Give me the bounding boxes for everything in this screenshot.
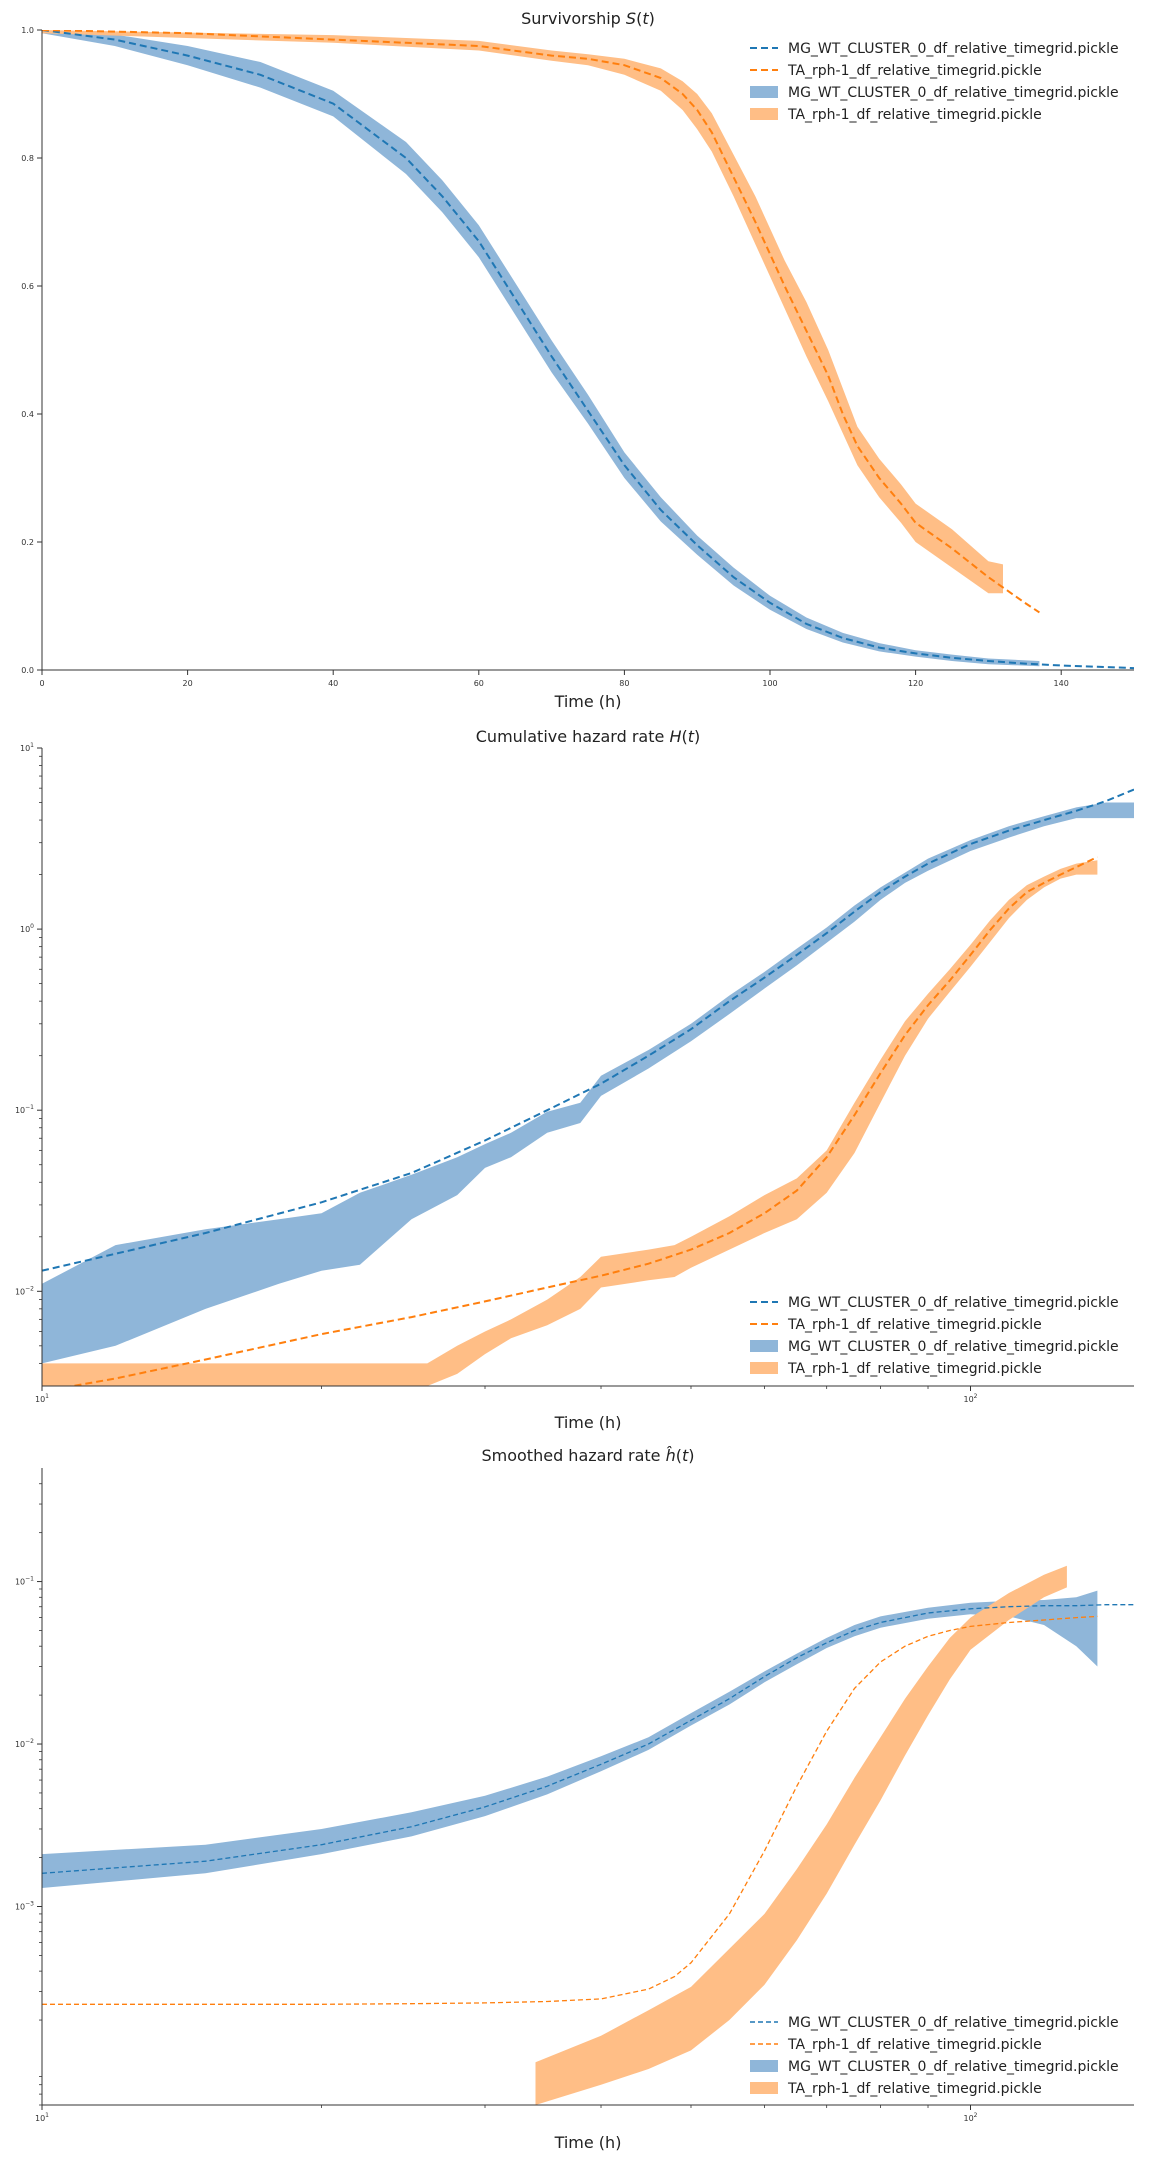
cumulative-hazard-chart: 101 102 10−2 10−1 100 101 Cumulative hazard ra… — [15, 727, 1134, 1432]
legend-label: MG_WT_CLUSTER_0_df_relative_timegrid.pic… — [788, 41, 1119, 57]
x-tick-label: 40 — [328, 679, 338, 688]
y-tick-label: 10−1 — [15, 1576, 34, 1587]
legend-swatch-band — [750, 86, 778, 98]
series-line-blue — [42, 1604, 1134, 1874]
series-line-blue — [42, 788, 1134, 1272]
y-tick-label: 10−1 — [15, 1104, 34, 1115]
legend: MG_WT_CLUSTER_0_df_relative_timegrid.pic… — [750, 1295, 1119, 1377]
series-line-orange — [42, 30, 1040, 614]
legend-label: MG_WT_CLUSTER_0_df_relative_timegrid.pic… — [788, 2015, 1119, 2031]
confidence-band-blue — [42, 802, 1134, 1364]
legend-label: TA_rph-1_df_relative_timegrid.pickle — [787, 1317, 1042, 1333]
chart-title: Survivorship S(t) — [521, 9, 655, 28]
x-tick-label: 102 — [963, 2112, 977, 2123]
series-line-orange — [42, 1615, 1098, 2005]
x-axis-label: Time (h) — [554, 1413, 622, 1432]
survivorship-chart: 0 20 40 60 80 100 120 140 0.0 0.2 0.4 0.6 0.8 1.0 Surv… — [21, 9, 1134, 711]
y-tick-label: 10−3 — [15, 1900, 34, 1911]
y-tick-label: 1.0 — [21, 26, 34, 35]
legend-swatch-band — [750, 1362, 778, 1374]
chart-title: Cumulative hazard rate H(t) — [476, 727, 701, 746]
series-line-orange — [66, 856, 1098, 1386]
x-tick-label: 0 — [39, 679, 44, 688]
y-tick-label: 0.8 — [21, 154, 34, 163]
confidence-band-blue — [42, 1590, 1098, 1888]
y-tick-label: 101 — [20, 742, 34, 753]
plot-area — [42, 788, 1134, 1386]
legend-swatch-band — [750, 1340, 778, 1352]
x-tick-label: 102 — [963, 1393, 977, 1404]
legend-label: TA_rph-1_df_relative_timegrid.pickle — [787, 2081, 1042, 2097]
confidence-band-orange — [535, 1565, 1067, 2105]
x-tick-label: 100 — [762, 679, 777, 688]
legend-label: MG_WT_CLUSTER_0_df_relative_timegrid.pic… — [788, 2059, 1119, 2075]
legend-label: TA_rph-1_df_relative_timegrid.pickle — [787, 107, 1042, 123]
x-tick-label: 101 — [35, 1393, 49, 1404]
y-tick-label: 0.6 — [21, 282, 34, 291]
x-tick-label: 101 — [35, 2112, 49, 2123]
x-tick-label: 20 — [183, 679, 193, 688]
legend-label: MG_WT_CLUSTER_0_df_relative_timegrid.pic… — [788, 1339, 1119, 1355]
legend: MG_WT_CLUSTER_0_df_relative_timegrid.pic… — [750, 2015, 1119, 2097]
legend-label: TA_rph-1_df_relative_timegrid.pickle — [787, 63, 1042, 79]
legend-swatch-band — [750, 2060, 778, 2072]
x-tick-label: 60 — [474, 679, 484, 688]
plot-area — [42, 30, 1134, 670]
confidence-band-blue — [42, 30, 1040, 667]
x-tick-label: 80 — [619, 679, 629, 688]
legend-label: MG_WT_CLUSTER_0_df_relative_timegrid.pic… — [788, 85, 1119, 101]
y-tick-label: 0.2 — [21, 538, 34, 547]
legend-swatch-band — [750, 108, 778, 120]
x-tick-label: 140 — [1054, 679, 1069, 688]
y-tick-label: 0.4 — [21, 410, 34, 419]
y-tick-label: 10−2 — [15, 1738, 34, 1749]
legend-label: MG_WT_CLUSTER_0_df_relative_timegrid.pic… — [788, 1295, 1119, 1311]
x-tick-label: 120 — [908, 679, 923, 688]
y-tick-label: 0.0 — [21, 666, 34, 675]
legend-label: TA_rph-1_df_relative_timegrid.pickle — [787, 2037, 1042, 2053]
legend-label: TA_rph-1_df_relative_timegrid.pickle — [787, 1361, 1042, 1377]
plot-area — [42, 1565, 1134, 2105]
y-tick-label: 100 — [20, 923, 34, 934]
x-axis-label: Time (h) — [554, 692, 622, 711]
chart-title: Smoothed hazard rate ĥ(t) — [481, 1446, 694, 1465]
legend: MG_WT_CLUSTER_0_df_relative_timegrid.pic… — [750, 41, 1119, 123]
legend-swatch-band — [750, 2082, 778, 2094]
smoothed-hazard-chart: 101 102 10−3 10−2 10−1 Smoothed hazard rate ĥ… — [15, 1446, 1134, 2152]
y-tick-label: 10−2 — [15, 1285, 34, 1296]
x-axis-label: Time (h) — [554, 2133, 622, 2152]
series-line-blue — [42, 30, 1134, 670]
